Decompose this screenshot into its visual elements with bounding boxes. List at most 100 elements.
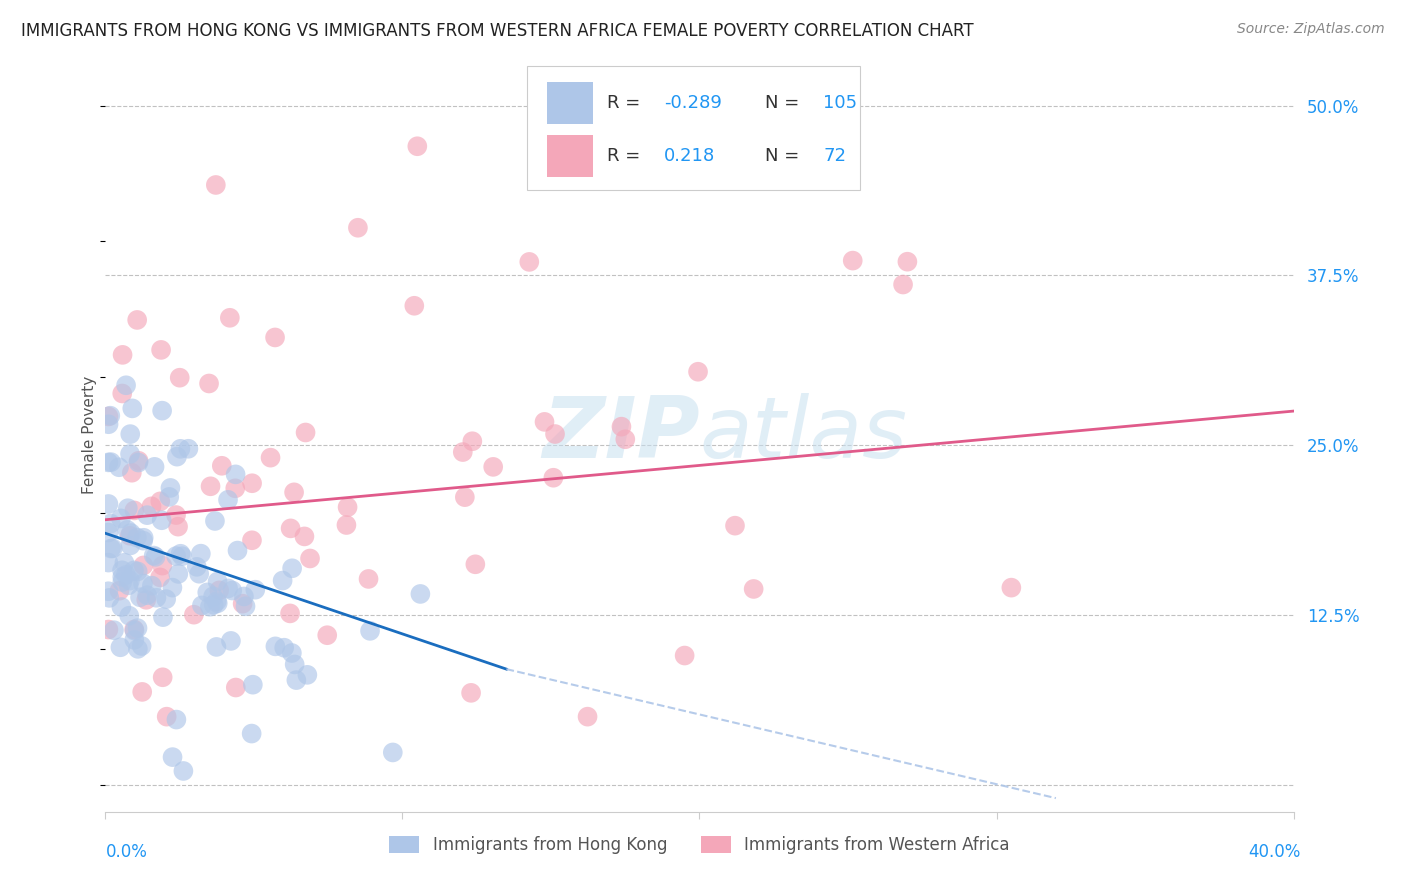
Point	[195, 585, 218, 599]
Point	[673, 648, 696, 663]
Legend: Immigrants from Hong Kong, Immigrants from Western Africa: Immigrants from Hong Kong, Immigrants fr…	[382, 830, 1017, 861]
Point	[110, 600, 132, 615]
Point	[205, 640, 228, 654]
Point	[461, 434, 484, 449]
Point	[543, 471, 565, 485]
Point	[111, 563, 134, 577]
Point	[100, 455, 122, 469]
Point	[111, 386, 134, 401]
Point	[224, 481, 246, 495]
Point	[240, 476, 263, 491]
Point	[128, 454, 150, 468]
Point	[217, 582, 239, 596]
Point	[143, 459, 166, 474]
Point	[280, 521, 302, 535]
Point	[97, 409, 120, 424]
Point	[841, 253, 863, 268]
Text: R =: R =	[607, 147, 651, 165]
Text: 0.218: 0.218	[664, 147, 716, 165]
Text: -0.289: -0.289	[664, 95, 721, 112]
Point	[891, 277, 914, 292]
Text: 40.0%: 40.0%	[1249, 843, 1301, 861]
Point	[97, 497, 120, 511]
Point	[150, 403, 173, 417]
Point	[281, 561, 304, 575]
Point	[169, 370, 191, 384]
Point	[169, 547, 191, 561]
Point	[406, 139, 429, 153]
Point	[169, 442, 191, 456]
Point	[205, 594, 228, 608]
Point	[120, 526, 142, 541]
Point	[316, 628, 339, 642]
Point	[533, 415, 555, 429]
Point	[131, 685, 153, 699]
Point	[152, 610, 174, 624]
Point	[110, 640, 132, 655]
Point	[165, 713, 187, 727]
Point	[135, 592, 157, 607]
Point	[284, 657, 307, 672]
Point	[97, 584, 120, 599]
Text: atlas: atlas	[700, 393, 907, 476]
Point	[97, 623, 120, 637]
Point	[172, 764, 194, 778]
Point	[108, 460, 131, 475]
Point	[259, 450, 281, 465]
Point	[122, 623, 145, 637]
Point	[177, 442, 200, 456]
Point	[285, 673, 308, 687]
Point	[108, 583, 131, 598]
Point	[724, 518, 747, 533]
Point	[610, 419, 633, 434]
Point	[103, 623, 125, 637]
Point	[167, 566, 190, 581]
Point	[132, 576, 155, 591]
Point	[245, 582, 267, 597]
Text: N =: N =	[765, 147, 804, 165]
Point	[166, 450, 188, 464]
Point	[101, 541, 124, 556]
Point	[271, 574, 294, 588]
Point	[121, 401, 143, 416]
Point	[219, 634, 242, 648]
Point	[264, 330, 287, 344]
Point	[157, 490, 180, 504]
Point	[460, 686, 482, 700]
Point	[404, 299, 426, 313]
Point	[336, 500, 359, 515]
Point	[896, 254, 918, 268]
Point	[264, 640, 287, 654]
Point	[141, 500, 163, 514]
Point	[278, 607, 301, 621]
Point	[136, 508, 159, 523]
Text: IMMIGRANTS FROM HONG KONG VS IMMIGRANTS FROM WESTERN AFRICA FEMALE POVERTY CORRE: IMMIGRANTS FROM HONG KONG VS IMMIGRANTS …	[21, 22, 974, 40]
Point	[686, 365, 709, 379]
Point	[614, 432, 637, 446]
Point	[347, 220, 370, 235]
Point	[120, 427, 142, 442]
Point	[145, 549, 167, 564]
Point	[100, 541, 122, 556]
Point	[162, 581, 184, 595]
Point	[381, 746, 404, 760]
Point	[273, 640, 295, 655]
Point	[482, 459, 505, 474]
Point	[152, 670, 174, 684]
Point	[97, 525, 120, 540]
Point	[127, 621, 149, 635]
Point	[141, 579, 163, 593]
Point	[111, 574, 134, 589]
Text: 72: 72	[823, 147, 846, 165]
Point	[150, 513, 173, 527]
Point	[294, 529, 316, 543]
Point	[190, 547, 212, 561]
Point	[118, 529, 141, 543]
Point	[127, 313, 149, 327]
Point	[200, 479, 222, 493]
Point	[125, 531, 148, 545]
Point	[165, 508, 187, 522]
Point	[297, 668, 319, 682]
Point	[150, 343, 173, 357]
Point	[221, 583, 243, 598]
